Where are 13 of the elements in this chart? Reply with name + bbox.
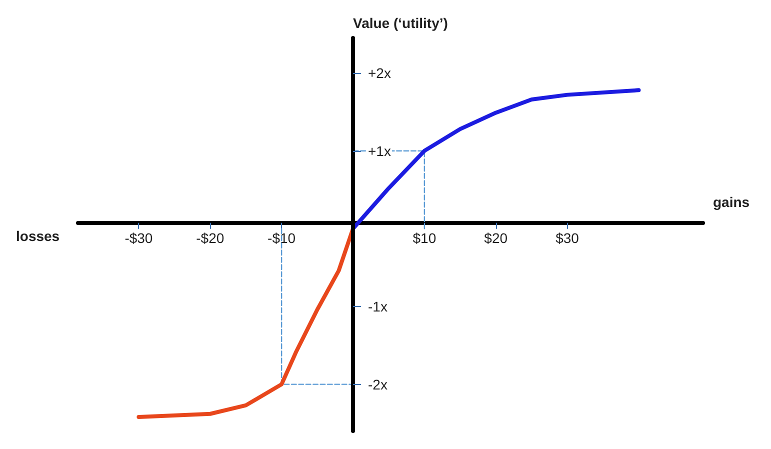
y-tick-label: -1x bbox=[368, 298, 388, 314]
x-tick-label: $20 bbox=[484, 230, 508, 246]
x-tick-label: -$20 bbox=[196, 230, 224, 246]
x-tick-label: $30 bbox=[556, 230, 580, 246]
x-tick-label: -$10 bbox=[268, 230, 296, 246]
y-tick-label: -2x bbox=[368, 376, 388, 392]
y-tick-label: +2x bbox=[368, 65, 391, 82]
y-tick-label: +1x bbox=[368, 142, 391, 159]
y-axis-title: Value (‘utility’) bbox=[353, 15, 448, 31]
x-tick-label: $10 bbox=[412, 230, 436, 246]
text: losses bbox=[16, 228, 60, 244]
x-axis-title: gains bbox=[713, 194, 750, 210]
x-tick-label: -$30 bbox=[124, 230, 153, 246]
